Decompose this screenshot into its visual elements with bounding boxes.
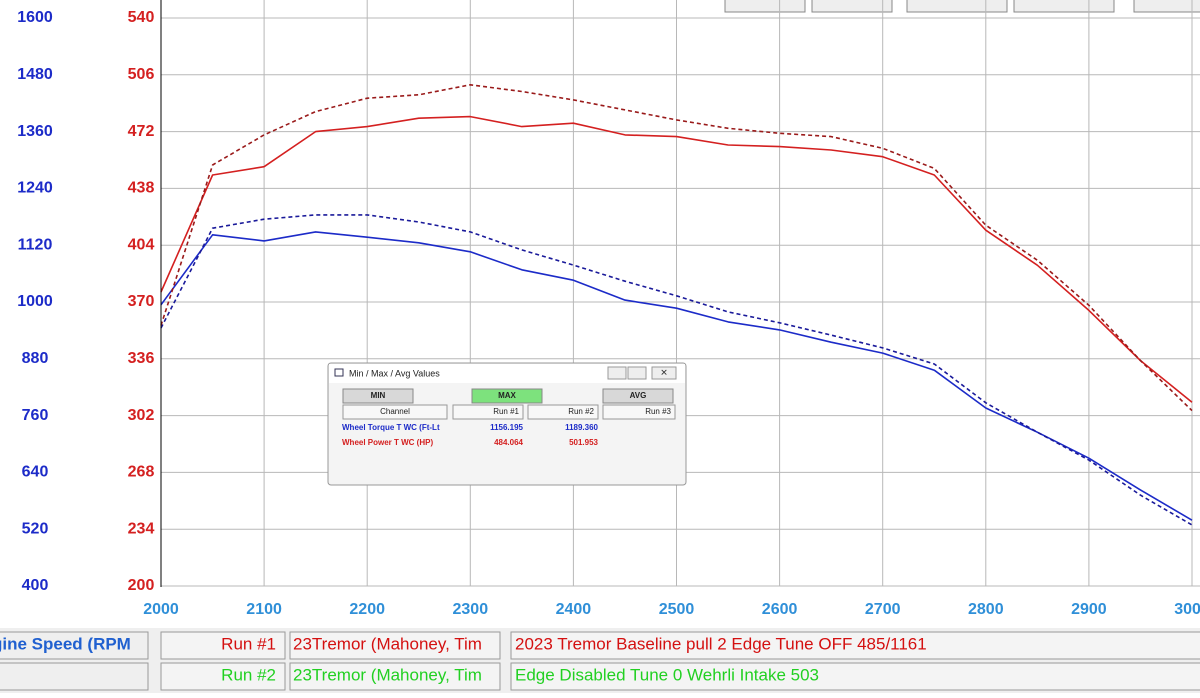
y-tick-label: 880 [22,350,49,367]
y2-tick-label: 234 [128,520,155,537]
y-tick-label: 1360 [17,123,53,140]
y2-tick-label: 200 [128,577,155,594]
y-tick-label: 1600 [17,9,53,26]
column-header-label: Channel [380,407,410,416]
channel-name: Wheel Power T WC (HP) [342,438,433,447]
series-line [160,84,1193,412]
x-tick-label: 2000 [143,601,179,618]
x-tick-label: 2900 [1071,601,1107,618]
y-tick-label: 1240 [17,180,53,197]
series-line [160,231,1193,521]
dialog-title: Min / Max / Avg Values [349,368,440,378]
x-tick-label: 2500 [659,601,695,618]
field-box [0,662,149,691]
column-header [452,404,524,420]
close-button[interactable] [651,366,677,380]
series-line [160,214,1193,526]
channel-value: 1156.195 [490,423,523,432]
top-button[interactable] [811,0,893,13]
field-box [510,662,1200,691]
y-tick-label: 1120 [18,236,53,253]
x-tick-label: 2600 [762,601,798,618]
y2-tick-label: 404 [128,236,155,253]
y-tick-label: 1000 [17,293,53,310]
field-box [289,631,501,660]
series-line [160,115,1193,403]
ticks: 2000 2100 2200 2300 2400 2500 2600 2700 2800 2900… [17,9,1200,618]
channel-name: Wheel Torque T WC (Ft-Lt [342,423,440,432]
run-vehicle: 23Tremor (Mahoney, Tim [293,665,482,684]
column-header [602,404,676,420]
plot-area [161,0,1200,587]
run-vehicle: 23Tremor (Mahoney, Tim [293,634,482,653]
x-tick-label: 2800 [968,601,1004,618]
column-header-label: Run #1 [493,407,519,416]
y-tick-label: 1480 [17,66,53,83]
channel-value: 501.953 [569,438,598,447]
y-tick-label: 760 [22,407,49,424]
field-box [160,631,286,660]
field-box [510,631,1200,660]
y2-tick-label: 506 [128,66,155,83]
channel-value: 484.064 [494,438,523,447]
x-tick-label: 2200 [349,601,385,618]
y-tick-label: 520 [22,520,49,537]
lines [160,84,1193,526]
x-tick-label: 2400 [556,601,592,618]
dialog-button-label: MAX [498,391,516,400]
y2-tick-label: 370 [128,293,155,310]
dialog-button[interactable] [342,388,414,404]
dialog-button[interactable] [602,388,674,404]
y2-tick-label: 540 [128,9,155,26]
y2-tick-label: 268 [128,464,155,481]
dialog-frame [327,362,687,486]
run-description: Edge Disabled Tune 0 Wehrli Intake 503 [515,665,819,684]
minimize-button[interactable] [607,366,627,380]
column-header-label: Run #3 [645,407,671,416]
run-label: Run #1 [221,634,276,653]
run-description: 2023 Tremor Baseline pull 2 Edge Tune OF… [515,634,927,653]
top-button[interactable] [906,0,1008,13]
dialog-titlebar [329,364,685,383]
channel-value: 1189.360 [565,423,598,432]
field-box [0,631,149,660]
column-header [527,404,599,420]
x-channel-label: gine Speed (RPM [0,634,131,653]
dialog-button[interactable] [471,388,543,404]
min-max-dialog: Min / Max / Avg Values ✕ MIN MAX AVG Channe… [327,362,687,486]
y-tick-label: 400 [22,577,49,594]
dialog-button-label: AVG [630,391,647,400]
y2-tick-label: 472 [128,123,155,140]
y2-tick-label: 302 [128,407,155,424]
maximize-button[interactable] [627,366,647,380]
column-header [342,404,448,420]
field-box [160,662,286,691]
x-tick-label: 2100 [246,601,282,618]
y2-tick-label: 336 [128,350,155,367]
x-tick-label: 3000 [1174,601,1200,618]
dialog-icon [334,368,344,377]
top-button[interactable] [1133,0,1200,13]
dialog-button-label: MIN [371,391,386,400]
top-button[interactable] [724,0,806,13]
x-tick-label: 2700 [865,601,901,618]
y-tick-label: 640 [22,464,49,481]
y2-tick-label: 438 [128,180,155,197]
run-rows: Run #1 23Tremor (Mahoney, Tim 2023 Tremor … [0,631,1200,691]
field-box [289,662,501,691]
x-tick-label: 2300 [453,601,489,618]
column-header-label: Run #2 [568,407,594,416]
top-button[interactable] [1013,0,1115,13]
close-glyph: ✕ [660,367,668,377]
run-label: Run #2 [221,665,276,684]
